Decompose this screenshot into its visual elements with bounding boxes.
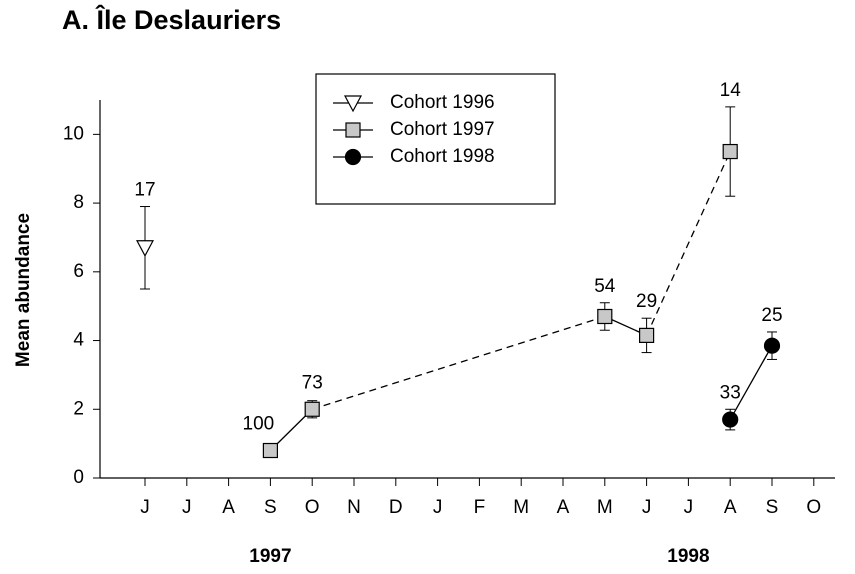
marker: [763, 337, 781, 354]
n-label: 14: [720, 80, 742, 101]
n-label: 100: [243, 414, 275, 435]
legend-label: Cohort 1998: [390, 146, 495, 167]
x-tick-label: J: [433, 497, 443, 518]
n-label: 25: [761, 305, 782, 326]
x-tick-label: S: [766, 497, 779, 518]
n-label: 33: [720, 382, 741, 403]
series-line: [729, 345, 773, 420]
y-tick-label: 2: [73, 398, 84, 419]
x-tick-label: A: [222, 497, 235, 518]
x-tick-label: A: [724, 497, 737, 518]
x-tick-label: D: [389, 497, 403, 518]
chart-title: A. Île Deslauriers: [62, 4, 281, 35]
n-label: 54: [594, 276, 616, 297]
y-tick-label: 10: [63, 123, 84, 144]
gap-line: [312, 315, 605, 410]
n-label: 29: [636, 291, 657, 312]
n-label: 73: [302, 372, 323, 393]
x-tick-label: A: [557, 497, 570, 518]
x-tick-label: S: [264, 497, 277, 518]
y-tick-label: 4: [73, 330, 84, 351]
legend-label: Cohort 1996: [390, 92, 495, 113]
x-tick-label: J: [642, 497, 652, 518]
x-tick-label: F: [474, 497, 486, 518]
x-tick-label: O: [305, 497, 320, 518]
marker: [344, 95, 362, 113]
y-tick-label: 8: [73, 192, 84, 213]
x-tick-label: M: [513, 497, 529, 518]
x-tick-label: J: [182, 497, 192, 518]
x-tick-label: M: [597, 497, 613, 518]
x-tick-label: J: [684, 497, 694, 518]
marker: [304, 401, 320, 417]
y-tick-label: 6: [73, 261, 84, 282]
x-tick-label: J: [140, 497, 150, 518]
y-axis-label: Mean abundance: [13, 213, 34, 367]
marker: [345, 122, 361, 138]
year-label: 1997: [249, 546, 291, 567]
marker: [344, 148, 362, 166]
marker: [136, 240, 154, 258]
marker: [722, 411, 739, 428]
gap-line: [646, 151, 731, 336]
x-tick-label: N: [347, 497, 361, 518]
legend-label: Cohort 1997: [390, 119, 495, 140]
n-label: 17: [134, 180, 155, 201]
year-label: 1998: [667, 546, 709, 567]
marker: [597, 308, 613, 325]
y-tick-label: 0: [73, 467, 84, 488]
marker: [262, 442, 278, 459]
marker: [722, 143, 738, 160]
marker: [638, 327, 655, 343]
x-tick-label: O: [806, 497, 821, 518]
